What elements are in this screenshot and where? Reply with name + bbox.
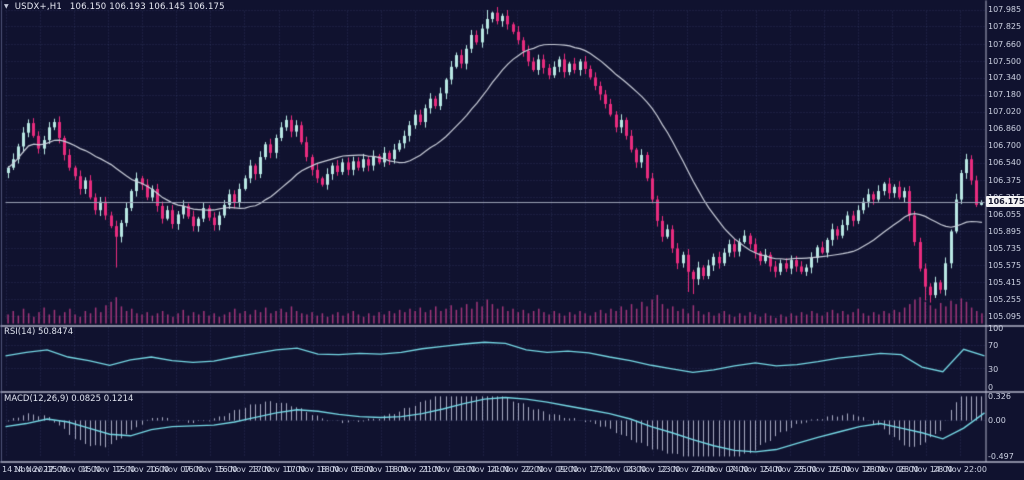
price-tick: 107.180	[988, 90, 1022, 100]
price-tick: 107.340	[988, 73, 1022, 83]
time-tick: 16 Nov 07:00	[149, 465, 204, 474]
rsi-scale-tick: 70	[988, 341, 999, 351]
time-tick: 25 Nov 10:00	[796, 465, 851, 474]
time-tick: 21 Nov 14:00	[456, 465, 510, 474]
price-tick: 105.255	[988, 294, 1022, 304]
time-tick: 17 Nov 18:00	[285, 465, 340, 474]
price-tick: 107.985	[988, 5, 1022, 14]
time-tick: 18 Nov 13:00	[353, 465, 408, 474]
price-tick: 106.860	[988, 124, 1022, 134]
rsi-scale-tick: 30	[988, 364, 999, 374]
price-tick: 107.020	[988, 107, 1022, 117]
time-tick: 23 Nov 12:00	[626, 465, 681, 474]
time-tick: 24 Nov 07:00	[694, 465, 749, 474]
current-price-value: 106.175	[988, 196, 1024, 206]
time-tick: 22 Nov 09:00	[524, 465, 579, 474]
time-tick: 25 Nov 18:00	[830, 465, 885, 474]
price-tick: 106.700	[988, 141, 1022, 151]
time-tick: 21 Nov 06:00	[421, 465, 476, 474]
macd-scale-tick: -0.497	[988, 452, 1014, 461]
price-tick: 106.055	[988, 209, 1022, 219]
time-tick: 16 Nov 15:00	[183, 465, 238, 474]
price-tick: 105.895	[988, 226, 1022, 236]
symbol-period-label: USDX+,H1	[14, 2, 62, 12]
ohlc-readout: 106.150 106.193 106.145 106.175	[69, 2, 225, 12]
macd-scale-tick: 0.00	[988, 415, 1006, 425]
macd-scale-tick: 0.326	[988, 392, 1011, 401]
price-tick: 106.375	[988, 175, 1022, 185]
rsi-scale-tick: 0	[988, 382, 994, 392]
time-tick: 18 Nov 21:00	[387, 465, 442, 474]
time-tick: 28 Nov 22:00	[932, 465, 987, 474]
time-tick: 22 Nov 17:00	[558, 465, 613, 474]
time-axis[interactable]: 14 Nov 2022 14 Nov 17:00 15 Nov 04:00 15 No…	[0, 461, 1024, 480]
time-tick: 28 Nov 14:00	[898, 465, 953, 474]
time-tick: 16 Nov 23:00	[217, 465, 272, 474]
price-axis[interactable]: 107.985 107.825 107.660 107.500 107.340 107.1…	[985, 0, 1024, 461]
macd-indicator-label: MACD(12,26,9) 0.0825 0.1214	[4, 394, 133, 404]
time-tick: 14 Nov 17:00	[13, 465, 68, 474]
symbol-dropdown-icon[interactable]: ▼	[4, 3, 9, 10]
time-tick: 14 Nov 2022	[2, 465, 54, 474]
time-tick: 23 Nov 20:00	[660, 465, 715, 474]
price-tick: 105.415	[988, 277, 1022, 287]
price-tick: 107.500	[988, 56, 1022, 66]
price-tick: 106.540	[988, 158, 1022, 168]
rsi-scale-tick: 100	[988, 323, 1004, 333]
time-tick: 24 Nov 15:00	[728, 465, 783, 474]
time-tick: 21 Nov 22:00	[490, 465, 545, 474]
time-tick: 28 Nov 06:00	[864, 465, 919, 474]
time-tick: 15 Nov 04:00	[47, 465, 102, 474]
time-tick: 17 Nov 10:00	[251, 465, 306, 474]
rsi-indicator-value: RSI(14) 50.8474	[4, 327, 74, 337]
rsi-indicator-label: RSI(14) 50.8474	[4, 327, 73, 337]
current-price-tag: 106.175	[986, 195, 1024, 207]
time-tick: 23 Nov 04:00	[592, 465, 647, 474]
price-tick: 105.735	[988, 243, 1022, 253]
time-tick: 15 Nov 12:00	[81, 465, 136, 474]
price-tick: 105.095	[988, 311, 1022, 321]
macd-indicator-value: MACD(12,26,9) 0.0825 0.1214	[4, 394, 134, 404]
time-tick: 24 Nov 23:00	[762, 465, 817, 474]
time-tick: 18 Nov 05:00	[319, 465, 374, 474]
price-tick: 105.575	[988, 260, 1022, 270]
time-tick: 15 Nov 20:00	[115, 465, 170, 474]
price-tick: 107.825	[988, 21, 1022, 31]
price-tick: 107.660	[988, 39, 1022, 49]
chart-title: ▼ USDX+,H1 106.150 106.193 106.145 106.1…	[4, 2, 225, 12]
